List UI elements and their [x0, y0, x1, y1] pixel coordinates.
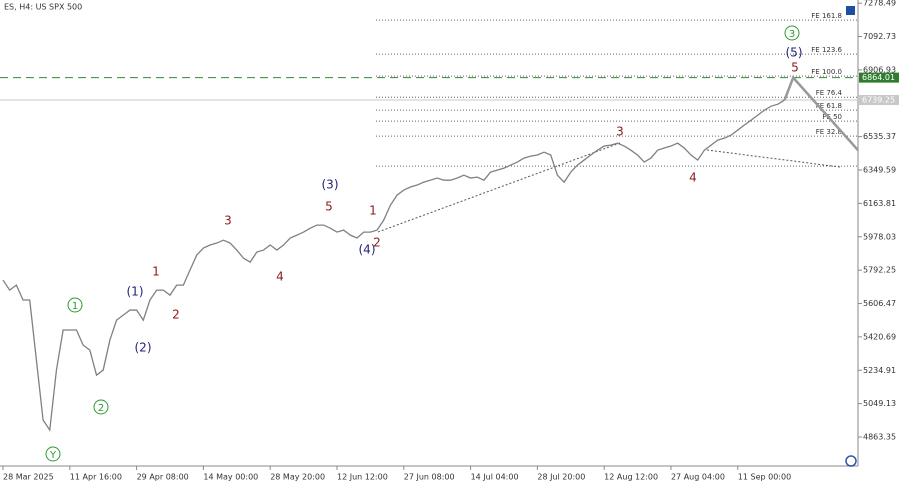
wave-label: 2: [373, 236, 381, 250]
x-tick-label: 14 Jul 04:00: [471, 473, 519, 482]
wave-circle: [784, 25, 800, 41]
x-tick-label: 11 Sep 00:00: [738, 473, 791, 482]
wave-label: 1: [72, 301, 78, 312]
x-tick-label: 12 Jun 12:00: [337, 473, 388, 482]
x-tick-label: 11 Apr 16:00: [70, 473, 122, 482]
wave-label: (1): [127, 285, 144, 299]
wave-label: 2: [98, 403, 104, 414]
wave-label: 4: [689, 171, 697, 185]
target-tag: [859, 72, 899, 83]
y-tick-label: 7092.73: [863, 32, 896, 41]
wave-label: 1: [152, 265, 160, 279]
wave-label: 3: [224, 214, 232, 228]
fe-label: FE 61.8: [816, 102, 842, 110]
fe-label: FE 76.4: [816, 89, 843, 97]
fe-label: FE 50: [822, 113, 842, 121]
x-tick-label: 14 May 00:00: [203, 473, 258, 482]
y-tick-label: 4863.35: [863, 433, 896, 442]
icon[interactable]: [845, 455, 857, 467]
trend-line: [377, 142, 621, 233]
wave-label: Y: [49, 450, 57, 461]
price-tag: [859, 95, 899, 106]
y-tick-label: 5234.91: [863, 366, 896, 375]
wave-label: 2: [172, 308, 180, 322]
y-tick-label: 6535.37: [863, 132, 896, 141]
wave-circle: [93, 399, 109, 415]
x-tick-label: 12 Aug 12:00: [604, 473, 658, 482]
fe-label: FE 32.8: [816, 128, 842, 136]
wave-label: (4): [359, 243, 376, 257]
x-tick-label: 28 Mar 2025: [3, 473, 54, 482]
y-tick-label: 5792.25: [863, 266, 896, 275]
fe-label: FE 161.8: [811, 12, 842, 20]
target-label: 6864.01: [862, 73, 895, 82]
fe-label: FE 100.0: [811, 68, 842, 76]
wave-circle: [45, 446, 61, 462]
wave-label: 4: [276, 270, 284, 284]
x-tick-label: 27 Jun 08:00: [404, 473, 455, 482]
y-tick-label: 7278.49: [863, 0, 896, 8]
x-tick-label: 29 Apr 08:00: [137, 473, 189, 482]
wave-label: 1: [369, 204, 377, 218]
fe-label: FE 123.6: [811, 46, 842, 54]
wave-label: (3): [322, 178, 339, 192]
x-tick-label: 27 Aug 04:00: [671, 473, 725, 482]
projection: [783, 75, 859, 152]
wave-label: (5): [786, 46, 803, 60]
y-tick-label: 5049.13: [863, 399, 896, 408]
y-tick-label: 6349.59: [863, 166, 896, 175]
x-tick-label: 28 Jul 20:00: [537, 473, 585, 482]
y-tick-label: 6906.93: [863, 65, 896, 74]
y-tick-label: 6163.81: [863, 199, 896, 208]
wave-circle: [67, 297, 83, 313]
x-tick-label: 28 May 20:00: [270, 473, 325, 482]
wave-label: 3: [789, 29, 795, 40]
price-tag-label: 6739.25: [862, 96, 895, 105]
wave-label: 3: [616, 125, 624, 139]
chart-title: ES, H4: US SPX 500: [4, 3, 82, 12]
wave-label: 5: [325, 200, 333, 214]
y-tick-label: 5606.47: [863, 299, 896, 308]
wave-label: 5: [791, 61, 799, 75]
icon[interactable]: [846, 6, 855, 15]
wave-label: (2): [135, 341, 152, 355]
price-line-series: [2, 99, 785, 432]
y-tick-label: 5978.03: [863, 232, 896, 241]
y-tick-label: 5420.69: [863, 332, 896, 341]
